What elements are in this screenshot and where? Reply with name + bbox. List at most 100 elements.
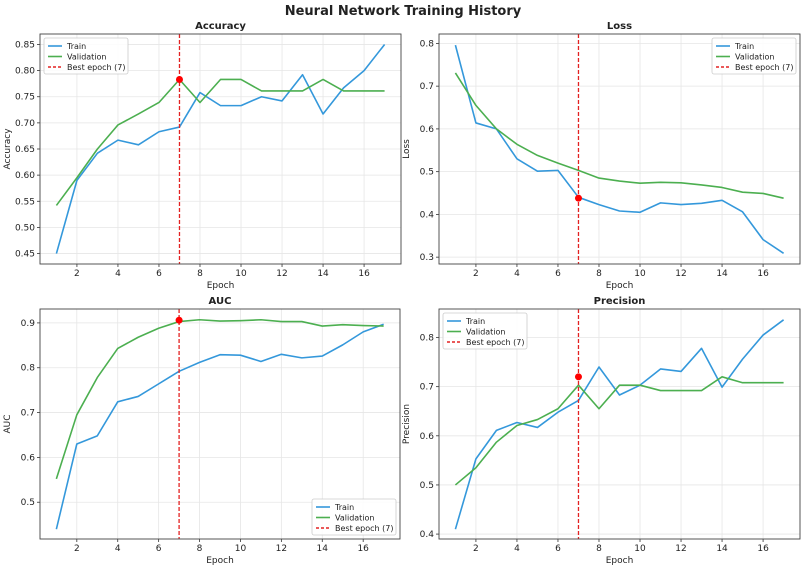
x-tick-label: 10 bbox=[235, 544, 247, 554]
x-tick-label: 16 bbox=[358, 269, 370, 279]
x-tick-label: 14 bbox=[716, 544, 728, 554]
axes-frame bbox=[39, 308, 401, 540]
y-tick-label: 0.7 bbox=[21, 409, 35, 419]
series-line-validation bbox=[454, 72, 784, 199]
y-axis-label: Loss bbox=[402, 139, 412, 159]
y-axis-label: Accuracy bbox=[3, 128, 13, 170]
subplot-title: Accuracy bbox=[195, 21, 246, 32]
y-tick-label: 0.3 bbox=[420, 253, 434, 263]
x-axis-label: Epoch bbox=[206, 556, 234, 566]
x-tick-label: 8 bbox=[197, 269, 203, 279]
x-tick-label: 4 bbox=[115, 269, 121, 279]
figure-title: Neural Network Training History bbox=[285, 4, 522, 19]
subplot-accuracy: 2 4 6 8 10 12 14 16 0.45 0.50 0.55 0.60 0.65 0.70 0.75… bbox=[3, 21, 402, 291]
legend-label: Best epoch (7) bbox=[335, 524, 394, 533]
x-tick-label: 16 bbox=[357, 544, 369, 554]
y-tick-label: 0.7 bbox=[420, 383, 434, 393]
x-tick-label: 8 bbox=[596, 544, 602, 554]
x-tick-label: 4 bbox=[514, 269, 520, 279]
legend-label: Validation bbox=[466, 328, 506, 337]
legend-box bbox=[311, 498, 397, 536]
y-tick-label: 0.45 bbox=[15, 250, 35, 260]
legend-label: Validation bbox=[67, 53, 107, 62]
axes-frame bbox=[39, 33, 402, 265]
best-epoch-marker bbox=[175, 75, 183, 83]
x-tick-label: 14 bbox=[716, 269, 728, 279]
x-tick-label: 14 bbox=[317, 269, 329, 279]
y-axis-label: Precision bbox=[402, 404, 412, 444]
y-tick-label: 0.6 bbox=[420, 432, 435, 442]
best-epoch-marker bbox=[175, 316, 183, 324]
x-tick-label: 2 bbox=[473, 544, 479, 554]
y-tick-label: 0.8 bbox=[420, 334, 435, 344]
best-epoch-marker bbox=[574, 373, 582, 381]
x-tick-label: 10 bbox=[634, 269, 646, 279]
axes-frame bbox=[438, 33, 801, 265]
legend-label: Best epoch (7) bbox=[67, 63, 126, 72]
y-tick-label: 0.85 bbox=[15, 40, 35, 50]
x-tick-label: 2 bbox=[74, 269, 80, 279]
series-line-validation bbox=[55, 318, 384, 480]
x-tick-label: 6 bbox=[555, 269, 561, 279]
y-tick-label: 0.70 bbox=[15, 119, 35, 129]
y-tick-label: 0.5 bbox=[21, 498, 35, 508]
y-tick-label: 0.5 bbox=[420, 168, 434, 178]
x-tick-label: 16 bbox=[757, 269, 769, 279]
y-tick-label: 0.65 bbox=[15, 145, 35, 155]
y-axis-label: AUC bbox=[3, 414, 13, 433]
x-tick-label: 16 bbox=[757, 544, 769, 554]
y-tick-label: 0.8 bbox=[21, 364, 36, 374]
subplot-precision: 2 4 6 8 10 12 14 16 0.4 0.5 0.6 0.7 0.8 Precision Epoc… bbox=[402, 296, 801, 566]
x-tick-label: 6 bbox=[555, 544, 561, 554]
legend-box bbox=[43, 37, 129, 75]
legend-label: Train bbox=[734, 42, 754, 51]
x-tick-label: 12 bbox=[276, 544, 287, 554]
subplot-title: Loss bbox=[607, 21, 632, 32]
subplot-title: AUC bbox=[209, 296, 232, 307]
series-line-train bbox=[55, 323, 384, 530]
x-tick-label: 12 bbox=[675, 544, 686, 554]
y-tick-label: 0.8 bbox=[420, 39, 435, 49]
legend-label: Best epoch (7) bbox=[735, 63, 794, 72]
y-tick-label: 0.5 bbox=[420, 481, 434, 491]
y-tick-label: 0.9 bbox=[21, 319, 36, 329]
y-tick-label: 0.7 bbox=[420, 82, 434, 92]
subplot-loss: 2 4 6 8 10 12 14 16 0.3 0.4 0.5 0.6 0.7 0.8 Loss Epoch L… bbox=[402, 21, 801, 291]
y-tick-label: 0.50 bbox=[15, 223, 35, 233]
x-tick-label: 6 bbox=[156, 269, 162, 279]
x-tick-label: 8 bbox=[596, 269, 602, 279]
series-line-validation bbox=[454, 376, 784, 486]
x-axis-label: Epoch bbox=[606, 556, 634, 566]
series-line-validation bbox=[55, 78, 385, 206]
legend-label: Train bbox=[334, 503, 354, 512]
legend-label: Train bbox=[66, 42, 86, 51]
legend-label: Best epoch (7) bbox=[466, 338, 525, 347]
legend-box bbox=[711, 37, 797, 75]
y-tick-label: 0.55 bbox=[15, 197, 35, 207]
x-tick-label: 2 bbox=[473, 269, 479, 279]
y-tick-label: 0.4 bbox=[420, 530, 435, 540]
y-tick-label: 0.6 bbox=[21, 453, 36, 463]
series-line-train bbox=[454, 44, 785, 254]
x-tick-label: 14 bbox=[317, 544, 329, 554]
x-tick-label: 8 bbox=[197, 544, 203, 554]
x-axis-label: Epoch bbox=[207, 281, 235, 291]
x-tick-label: 12 bbox=[276, 269, 287, 279]
x-tick-label: 10 bbox=[634, 544, 646, 554]
best-epoch-marker bbox=[574, 194, 582, 202]
x-tick-label: 2 bbox=[74, 544, 80, 554]
legend-label: Validation bbox=[735, 53, 775, 62]
x-tick-label: 12 bbox=[675, 269, 686, 279]
axes-frame bbox=[438, 308, 801, 540]
y-tick-label: 0.60 bbox=[15, 171, 35, 181]
x-tick-label: 4 bbox=[514, 544, 520, 554]
y-tick-label: 0.6 bbox=[420, 125, 435, 135]
legend-label: Validation bbox=[335, 514, 375, 523]
subplot-title: Precision bbox=[594, 296, 646, 307]
y-tick-label: 0.4 bbox=[420, 210, 435, 220]
series-line-train bbox=[454, 319, 785, 530]
